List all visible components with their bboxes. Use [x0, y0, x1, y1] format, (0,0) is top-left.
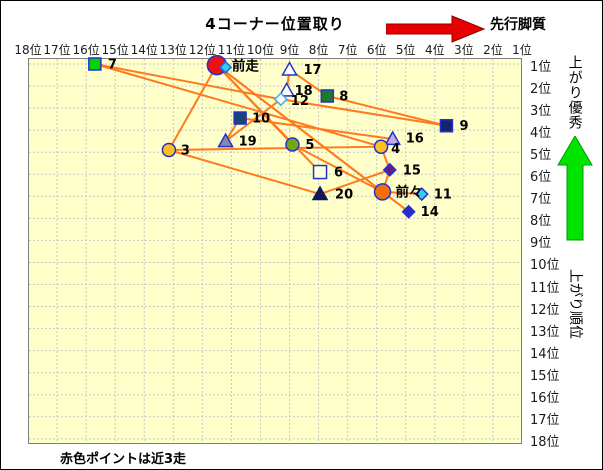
connector-line [167, 145, 383, 151]
connector-line [167, 148, 322, 196]
x-axis-label: 5位 [395, 43, 416, 57]
x-axis-label: 10位 [246, 43, 275, 57]
marker-label: 6 [334, 166, 343, 181]
x-axis-label: 8位 [308, 43, 329, 57]
connector-line [215, 64, 322, 174]
y-axis-label: 5位 [530, 148, 552, 164]
marker-label: 11 [434, 188, 452, 203]
y-axis-label: 10位 [530, 258, 560, 274]
x-axis-label: 2位 [483, 43, 503, 57]
marker-label: 4 [391, 142, 400, 157]
y-axis-label: 11位 [530, 280, 560, 296]
y-axis-label: 3位 [530, 104, 552, 120]
marker-17 [281, 60, 298, 76]
marker-3 [161, 142, 177, 158]
connector-line [291, 143, 384, 193]
marker-unlabeled [219, 60, 233, 74]
x-axis-label: 3位 [454, 43, 474, 57]
y-axis-label: 7位 [530, 192, 552, 208]
marker-label: 16 [406, 131, 424, 146]
x-axis-label: 17位 [43, 43, 71, 57]
x-axis-label: 6位 [366, 43, 387, 57]
marker-4 [373, 139, 389, 154]
marker-6 [312, 164, 328, 180]
connector-line [326, 94, 448, 127]
x-axis-label: 13位 [159, 43, 187, 57]
x-axis-label: 7位 [337, 43, 358, 57]
connector-line [239, 117, 394, 140]
marker-label: 14 [421, 205, 439, 220]
y-axis-label: 12位 [530, 302, 560, 318]
marker-8 [320, 89, 335, 103]
marker-11 [414, 187, 429, 202]
x-axis-label: 4位 [424, 43, 445, 57]
x-axis-label: 18位 [14, 43, 42, 57]
x-axis-label: 9位 [279, 43, 300, 57]
agari-up-arrow-icon [557, 136, 593, 241]
marker-16 [384, 130, 401, 146]
marker-20 [311, 185, 329, 201]
y-axis-label: 6位 [530, 170, 552, 186]
marker-9 [439, 118, 454, 133]
x-axis-label: 11位 [217, 43, 246, 57]
marker-label: 8 [339, 89, 348, 104]
marker-18 [278, 81, 295, 97]
y-axis-label: 4位 [530, 126, 552, 142]
marker-label: 前々 [396, 183, 423, 200]
y-axis-label: 18位 [530, 434, 560, 450]
connector-line [319, 168, 391, 196]
connector-line [93, 63, 383, 148]
x-axis-label: 12位 [188, 43, 216, 57]
y-axis-label: 17位 [530, 412, 560, 428]
y-axis-label: 8位 [530, 214, 552, 230]
page-title: 4コーナー位置取り [205, 15, 345, 33]
y-axis-label: 2位 [530, 82, 552, 98]
marker-label: 9 [459, 119, 468, 134]
marker-label: 18 [295, 84, 313, 99]
legend-note: 赤色ポイントは近3走 [60, 452, 187, 467]
marker-10 [233, 111, 247, 125]
agari-rank-axis-title: 上がり順位 [567, 269, 583, 339]
marker-15 [382, 162, 397, 177]
y-axis-label: 9位 [530, 236, 552, 252]
marker-zenzen [373, 183, 392, 201]
marker-14 [401, 204, 416, 219]
y-axis-label: 1位 [530, 60, 552, 75]
forward-arrow-icon [386, 15, 486, 43]
marker-label: 5 [305, 138, 314, 153]
marker-label: 12 [291, 94, 309, 109]
marker-7 [88, 57, 102, 71]
marker-19 [217, 132, 234, 148]
x-axis-label: 16位 [72, 43, 100, 57]
x-axis-label: 14位 [130, 43, 158, 57]
marker-label: 20 [335, 188, 353, 203]
y-axis-label: 14位 [530, 346, 560, 362]
marker-label: 15 [403, 163, 421, 178]
connector-line [93, 63, 282, 101]
agari-excellent-label: 上がり優秀 [566, 55, 583, 130]
marker-label: 前走 [232, 58, 259, 75]
x-axis-label: 15位 [101, 43, 129, 57]
y-axis-label: 16位 [530, 390, 560, 406]
marker-label: 3 [181, 143, 190, 158]
marker-label: 19 [239, 135, 257, 150]
marker-label: 17 [304, 63, 322, 78]
y-axis-label: 13位 [530, 324, 560, 340]
y-axis-label: 15位 [530, 368, 560, 384]
marker-label: 10 [252, 112, 270, 127]
x-axis-label: 1位 [512, 43, 532, 57]
connector-line [167, 64, 218, 151]
forward-style-label: 先行脚質 [490, 17, 546, 33]
marker-12 [273, 92, 288, 107]
connector-line [279, 98, 448, 127]
marker-5 [285, 137, 300, 152]
marker-label: 7 [108, 58, 117, 73]
